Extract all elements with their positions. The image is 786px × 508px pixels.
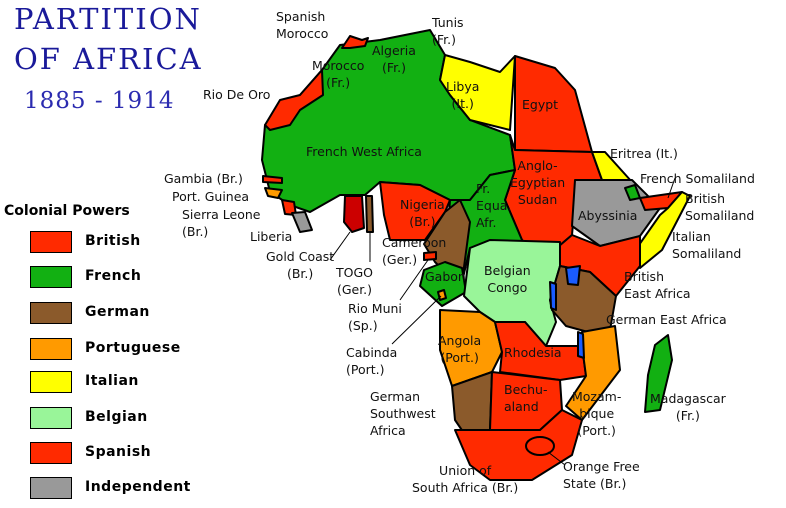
label-rio-muni: Rio Muni (Sp.) <box>348 301 402 333</box>
label-cabinda: Cabinda (Port.) <box>346 345 398 377</box>
label-eritrea: Eritrea (It.) <box>610 146 678 161</box>
label-sierra-leone: Sierra Leone (Br.) <box>182 207 261 239</box>
legend-label-independent: Independent <box>85 479 191 495</box>
legend-swatch-belgian <box>30 407 72 429</box>
lake-victoria <box>565 265 581 286</box>
legend-label-french: French <box>85 268 142 284</box>
leader-lines <box>329 177 676 466</box>
label-belgian-congo: Belgian Congo <box>484 263 531 295</box>
label-german-southwest-africa: German Southwest Africa <box>370 389 436 438</box>
legend-swatch-portuguese <box>30 338 72 360</box>
legend-label-british: British <box>85 233 141 249</box>
legend-swatch-italian <box>30 371 72 393</box>
legend-swatch-french <box>30 266 72 288</box>
legend-label-italian: Italian <box>85 373 139 389</box>
label-fr-equatorial-africa: Fr. Equa. Afr. <box>476 181 512 230</box>
legend-label-portuguese: Portuguese <box>85 340 181 356</box>
label-gambia: Gambia (Br.) <box>164 171 243 186</box>
map-years: 1885 - 1914 <box>24 88 175 114</box>
label-french-west-africa: French West Africa <box>306 144 422 159</box>
label-german-east-africa: German East Africa <box>606 312 727 327</box>
region-angola <box>439 309 503 387</box>
region-rio-de-oro <box>264 69 324 131</box>
legend-heading: Colonial Powers <box>4 203 130 219</box>
label-angola: Angola (Port.) <box>438 333 482 365</box>
label-tunis: Tunis (Fr.) <box>432 15 464 47</box>
lake-nyasa <box>577 331 585 359</box>
label-british-somaliland: British Somaliland <box>685 191 755 223</box>
region-madagascar <box>644 334 673 413</box>
legend-label-spanish: Spanish <box>85 444 152 460</box>
region-gold-coast <box>343 195 365 233</box>
map-title-line2: OF AFRICA <box>14 42 203 76</box>
region-belgian-congo <box>463 239 561 347</box>
lake-tanganyika <box>549 281 557 311</box>
label-port-guinea: Port. Guinea <box>172 189 250 204</box>
region-union-of-south-africa <box>454 409 583 481</box>
region-spanish-morocco <box>341 35 369 49</box>
map-title-line1: PARTITION <box>14 2 202 36</box>
region-portuguese-guinea <box>264 187 283 199</box>
label-liberia: Liberia <box>250 229 293 244</box>
legend-label-belgian: Belgian <box>85 409 148 425</box>
label-gabon: Gabon <box>425 269 466 284</box>
label-cameroon: Cameroon (Ger.) <box>382 235 447 267</box>
label-orange-free-state: Orange Free State (Br.) <box>563 459 640 491</box>
region-liberia <box>291 211 313 233</box>
legend-label-german: German <box>85 304 150 320</box>
label-morocco: Morocco (Fr.) <box>312 58 365 90</box>
label-gold-coast: Gold Coast (Br.) <box>266 249 335 281</box>
legend-swatch-spanish <box>30 442 72 464</box>
label-sudan: Anglo- Egyptian Sudan <box>510 158 566 207</box>
label-mozambique: Mozam- bique (Port.) <box>572 389 622 438</box>
legend-swatch-british <box>30 231 72 253</box>
label-nigeria: Nigeria (Br.) <box>400 197 445 229</box>
label-rio-de-oro: Rio De Oro <box>203 87 271 102</box>
label-abyssinia: Abyssinia <box>578 208 638 223</box>
region-gambia <box>262 175 283 184</box>
label-italian-somaliland: Italian Somaliland <box>672 229 742 261</box>
region-cabinda <box>437 289 447 301</box>
legend-swatch-german <box>30 302 72 324</box>
region-rio-muni <box>423 251 437 261</box>
label-madagascar: Madagascar (Fr.) <box>650 391 726 423</box>
region-egypt <box>514 55 593 153</box>
label-algeria: Algeria (Fr.) <box>372 43 416 75</box>
legend-swatch-independent <box>30 477 72 499</box>
label-french-somaliland: French Somaliland <box>640 171 755 186</box>
region-togo <box>365 195 374 233</box>
region-orange-free-state <box>525 436 555 456</box>
label-bechuanaland: Bechu- aland <box>504 382 548 414</box>
label-rhodesia: Rhodesia <box>504 345 562 360</box>
label-spanish-morocco: Spanish Morocco <box>276 9 329 41</box>
label-union-of-south-africa: Union of South Africa (Br.) <box>412 463 519 495</box>
label-british-east-africa: British East Africa <box>624 269 691 301</box>
label-togo: TOGO (Ger.) <box>336 265 373 297</box>
region-libya <box>439 54 516 131</box>
label-libya: Libya (It.) <box>446 79 480 111</box>
label-egypt: Egypt <box>522 97 559 112</box>
